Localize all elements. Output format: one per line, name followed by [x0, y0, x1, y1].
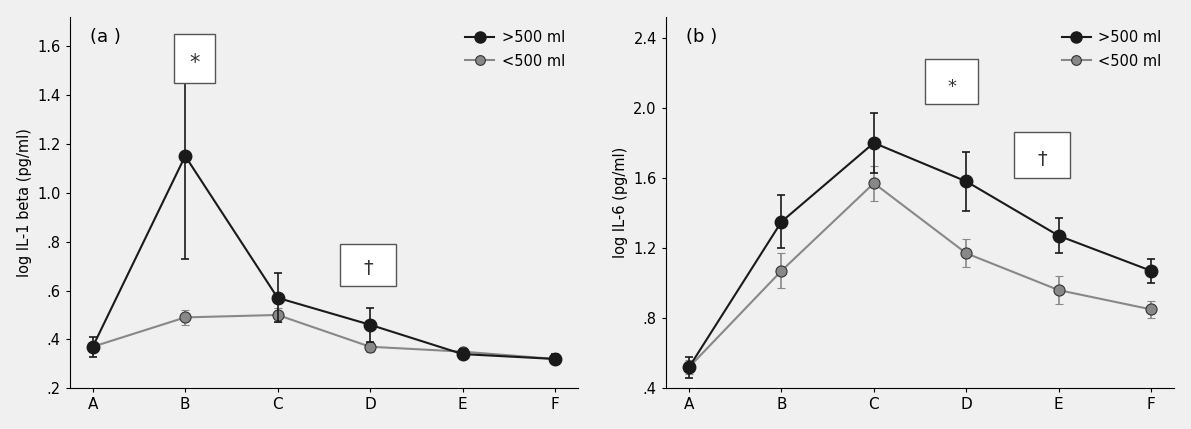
Bar	[341, 244, 395, 286]
Text: (a ): (a )	[91, 28, 120, 46]
Y-axis label: log IL-1 beta (pg/ml): log IL-1 beta (pg/ml)	[17, 128, 32, 277]
Text: †: †	[1037, 150, 1047, 169]
Text: †: †	[363, 259, 373, 278]
Text: *: *	[189, 53, 200, 73]
Y-axis label: log IL-6 (pg/ml): log IL-6 (pg/ml)	[613, 147, 628, 258]
Text: (b ): (b )	[686, 28, 717, 46]
Bar	[174, 34, 214, 83]
Legend: >500 ml, <500 ml: >500 ml, <500 ml	[460, 24, 570, 74]
Text: *: *	[947, 78, 956, 96]
Bar	[1015, 133, 1070, 178]
Legend: >500 ml, <500 ml: >500 ml, <500 ml	[1055, 24, 1167, 74]
Bar	[924, 59, 978, 104]
